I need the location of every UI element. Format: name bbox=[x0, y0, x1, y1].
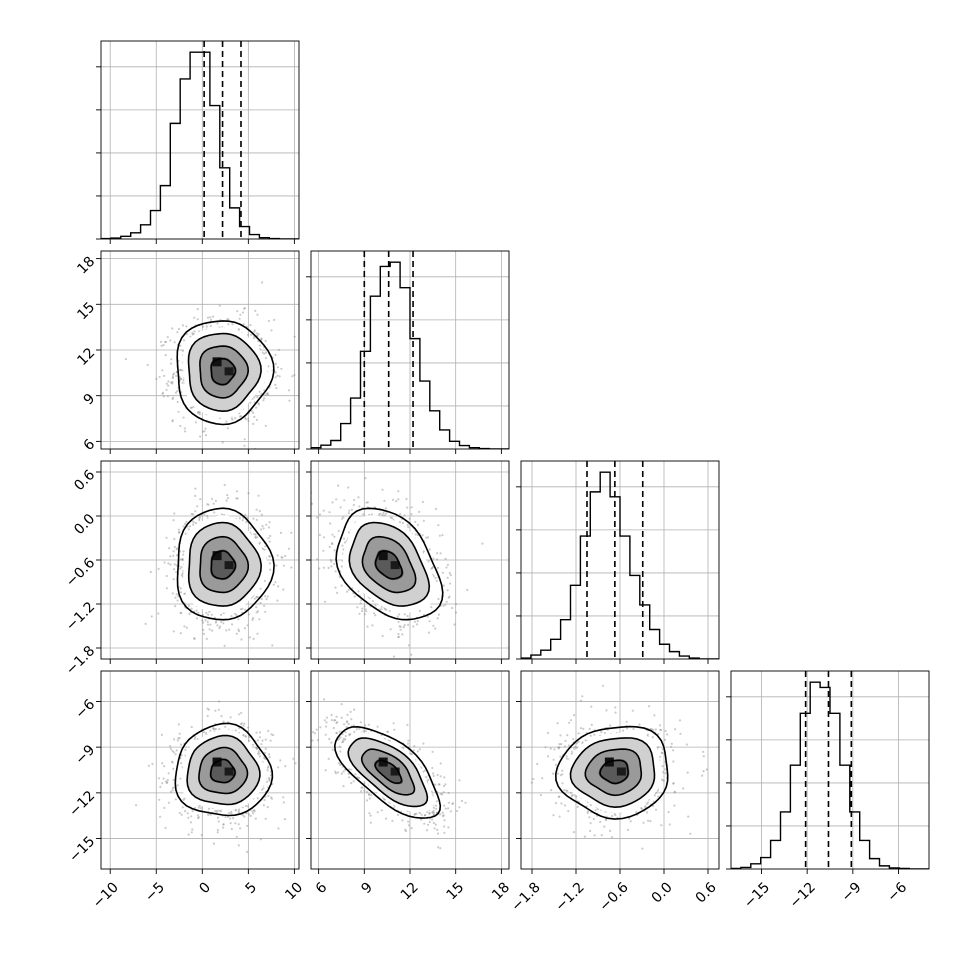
contour-1-0-1 bbox=[199, 345, 250, 399]
density-core-b-3-1 bbox=[390, 767, 400, 776]
xtick-label-2-4: 0.6 bbox=[693, 879, 720, 906]
panel-2-1 bbox=[311, 461, 509, 659]
density-core-a-3-1 bbox=[378, 757, 388, 767]
panel-3-1 bbox=[311, 671, 509, 869]
xtick-label-1-4: 18 bbox=[489, 879, 513, 903]
density-core-b-3-2 bbox=[616, 767, 626, 776]
ytick-label-1-2: 12 bbox=[74, 345, 98, 369]
contour-3-2-1 bbox=[584, 748, 643, 797]
ytick-label-2-2: −0.6 bbox=[63, 555, 98, 590]
ytick-label-2-4: 0.6 bbox=[71, 467, 98, 494]
xtick-label-0-2: 0 bbox=[196, 879, 214, 897]
contour-3-1-2 bbox=[347, 737, 429, 808]
density-core-b-3-0 bbox=[224, 767, 234, 776]
contour-3-0-2 bbox=[186, 734, 261, 806]
ytick-label-1-3: 15 bbox=[74, 299, 98, 323]
contour-2-0-3 bbox=[176, 507, 275, 621]
histogram-0 bbox=[101, 51, 299, 239]
xtick-label-0-3: 5 bbox=[242, 879, 260, 897]
panel-3-2 bbox=[521, 671, 719, 869]
contour-2-1-3 bbox=[335, 507, 444, 621]
contour-2-1-0 bbox=[374, 550, 404, 580]
xtick-label-0-0: −10 bbox=[90, 879, 122, 911]
ytick-label-3-0: −15 bbox=[66, 834, 98, 866]
xtick-label-3-2: −9 bbox=[839, 879, 865, 905]
density-core-a-1-0 bbox=[212, 357, 222, 367]
contour-3-0-0 bbox=[209, 758, 236, 784]
panel-3-0 bbox=[101, 671, 299, 869]
density-core-b-2-1 bbox=[390, 561, 400, 570]
xtick-label-3-3: −6 bbox=[884, 879, 910, 905]
xtick-label-0-1: −5 bbox=[142, 879, 168, 905]
ytick-label-1-4: 18 bbox=[74, 254, 98, 278]
panel-frame-3-0 bbox=[100, 670, 300, 870]
panel-3-3 bbox=[731, 671, 929, 869]
ytick-label-3-1: −12 bbox=[66, 788, 98, 820]
ytick-label-1-0: 6 bbox=[81, 436, 99, 454]
xtick-label-1-3: 15 bbox=[444, 879, 468, 903]
histogram-3 bbox=[731, 681, 929, 869]
contour-1-0-3 bbox=[176, 320, 275, 426]
histogram-1 bbox=[311, 261, 509, 449]
contour-3-1-1 bbox=[360, 748, 416, 796]
panel-0-0 bbox=[101, 41, 299, 239]
contour-1-0-2 bbox=[187, 332, 262, 413]
panel-2-2 bbox=[521, 461, 719, 659]
density-core-b-2-0 bbox=[224, 561, 234, 570]
xtick-label-2-0: −1.8 bbox=[508, 879, 543, 914]
xtick-label-0-4: 10 bbox=[282, 879, 306, 903]
xtick-label-2-1: −1.2 bbox=[552, 879, 587, 914]
ytick-label-2-0: −1.8 bbox=[63, 643, 98, 678]
contour-1-0-0 bbox=[210, 357, 237, 386]
contour-3-2-0 bbox=[599, 759, 629, 785]
xtick-label-2-3: 0.0 bbox=[649, 879, 676, 906]
xtick-label-1-2: 12 bbox=[398, 879, 422, 903]
contour-3-1-0 bbox=[374, 759, 403, 785]
xtick-label-3-0: −15 bbox=[741, 879, 773, 911]
ytick-label-2-1: −1.2 bbox=[63, 599, 98, 634]
contour-3-0-1 bbox=[198, 746, 249, 795]
xtick-label-1-0: 6 bbox=[313, 879, 331, 897]
density-core-a-2-0 bbox=[212, 551, 222, 561]
xtick-label-3-1: −12 bbox=[787, 879, 819, 911]
ytick-label-3-3: −6 bbox=[72, 696, 98, 722]
contour-3-2-3 bbox=[554, 725, 669, 820]
contour-3-1-3 bbox=[333, 725, 442, 819]
contour-2-0-1 bbox=[199, 535, 250, 594]
panel-2-0 bbox=[101, 461, 299, 659]
contour-3-2-2 bbox=[569, 737, 656, 809]
panel-1-0 bbox=[101, 251, 299, 449]
panel-frame-0-0 bbox=[100, 40, 300, 240]
panel-1-1 bbox=[311, 251, 509, 449]
ytick-label-2-3: 0.0 bbox=[71, 511, 98, 538]
contour-3-0-3 bbox=[174, 722, 274, 817]
panel-frame-3-3 bbox=[730, 670, 930, 870]
contour-2-1-2 bbox=[348, 521, 431, 607]
xtick-label-2-2: −0.6 bbox=[596, 879, 631, 914]
density-core-b-1-0 bbox=[224, 367, 234, 376]
ytick-label-3-2: −9 bbox=[72, 742, 98, 768]
ytick-label-1-1: 9 bbox=[81, 391, 99, 409]
density-core-a-2-1 bbox=[378, 551, 388, 561]
contour-2-0-2 bbox=[187, 521, 263, 607]
contour-2-0-0 bbox=[210, 550, 237, 580]
xtick-label-1-1: 9 bbox=[358, 879, 376, 897]
contour-2-1-1 bbox=[361, 535, 417, 594]
